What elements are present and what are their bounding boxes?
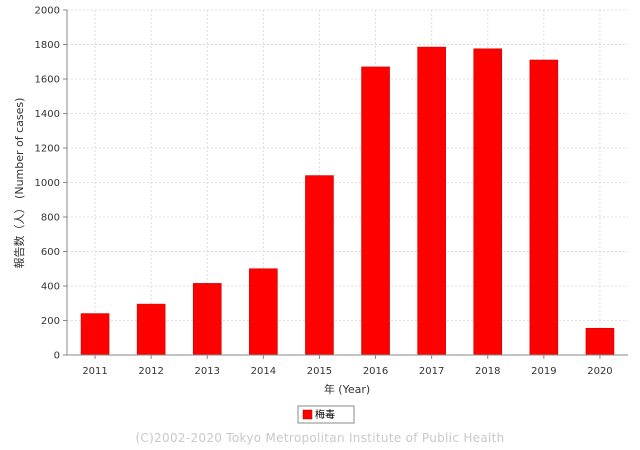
x-tick-label: 2016 (363, 366, 388, 377)
x-tick-label: 2015 (307, 366, 332, 377)
legend-swatch (302, 409, 313, 420)
x-tick-label: 2014 (251, 366, 276, 377)
bar-2011 (80, 313, 110, 356)
legend-label: 梅毒 (315, 408, 335, 421)
y-tick-label: 400 (41, 282, 60, 293)
x-tick-labels: 2011 2012 2013 2014 2015 2016 2017 2018 2019 2020 (82, 366, 612, 377)
bar-2014 (249, 268, 278, 356)
y-tick-label: 1400 (35, 109, 60, 120)
x-tick-label: 2020 (587, 366, 612, 377)
bar-2019 (529, 59, 559, 356)
bar-2016 (361, 66, 390, 356)
y-tick-label: 1200 (35, 144, 60, 155)
legend: 梅毒 (297, 405, 355, 424)
x-tick-label: 2013 (195, 366, 220, 377)
bar-2018 (473, 48, 503, 356)
bars (80, 46, 615, 356)
copyright-footer: (C)2002-2020 Tokyo Metropolitan Institut… (135, 431, 504, 445)
y-tick-label: 1800 (35, 40, 60, 51)
bar-2012 (136, 303, 166, 356)
x-tick-label: 2012 (138, 366, 163, 377)
y-tick-label: 1000 (35, 178, 60, 189)
bar-2020 (585, 327, 615, 356)
bar-2015 (305, 175, 334, 356)
y-tick-label: 800 (41, 213, 60, 224)
y-tick-label: 1600 (35, 75, 60, 86)
axes (63, 9, 628, 359)
y-tick-label: 200 (41, 316, 60, 327)
x-tick-label: 2018 (475, 366, 500, 377)
bar-2013 (192, 283, 222, 356)
x-tick-label: 2019 (531, 366, 556, 377)
y-tick-label: 0 (54, 351, 60, 362)
bar-2017 (417, 46, 446, 356)
x-axis-label: 年 (Year) (324, 382, 370, 396)
y-tick-label: 2000 (35, 6, 60, 17)
y-tick-labels: 0 200 400 600 800 1000 1200 1400 1600 1800 2000 (35, 6, 60, 362)
y-tick-label: 600 (41, 247, 60, 258)
x-tick-label: 2011 (82, 366, 107, 377)
x-tick-label: 2017 (419, 366, 444, 377)
y-axis-label: 報告数（人） (Number of cases) (13, 98, 26, 269)
